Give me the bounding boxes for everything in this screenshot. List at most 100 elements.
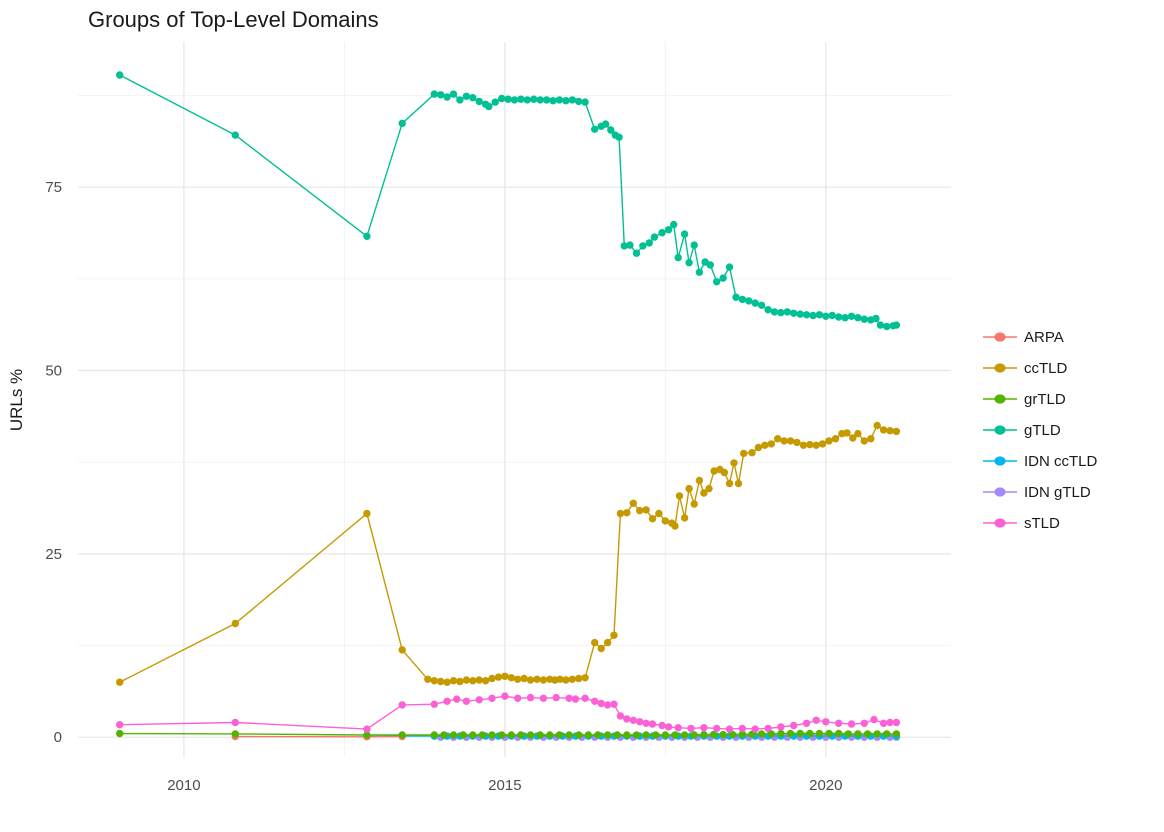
x-tick-label: 2020 xyxy=(809,777,842,794)
data-point-grTLD xyxy=(459,731,466,738)
data-point-gTLD xyxy=(476,98,483,105)
data-point-ccTLD xyxy=(726,480,733,487)
legend-key-point-ARPA xyxy=(994,332,1005,341)
data-point-grTLD xyxy=(835,730,842,737)
data-point-ccTLD xyxy=(761,442,768,449)
data-point-ccTLD xyxy=(774,435,781,442)
data-point-gTLD xyxy=(861,316,868,323)
data-point-gTLD xyxy=(777,309,784,316)
data-point-sTLD xyxy=(116,721,123,728)
data-point-sTLD xyxy=(822,718,829,725)
data-point-grTLD xyxy=(469,731,476,738)
data-point-ccTLD xyxy=(476,676,483,683)
data-point-grTLD xyxy=(537,731,544,738)
data-point-grTLD xyxy=(874,730,881,737)
data-point-gTLD xyxy=(872,315,879,322)
data-point-grTLD xyxy=(797,730,804,737)
data-point-gTLD xyxy=(745,297,752,304)
data-point-gTLD xyxy=(469,94,476,101)
data-point-ccTLD xyxy=(649,515,656,522)
data-point-gTLD xyxy=(829,312,836,319)
data-point-grTLD xyxy=(845,730,852,737)
data-point-gTLD xyxy=(651,233,658,240)
data-point-gTLD xyxy=(854,314,861,321)
data-point-sTLD xyxy=(675,724,682,731)
legend-item-grTLD: grTLD xyxy=(983,391,1066,408)
data-point-sTLD xyxy=(870,716,877,723)
data-point-gTLD xyxy=(848,313,855,320)
data-point-gTLD xyxy=(822,313,829,320)
data-point-ccTLD xyxy=(676,492,683,499)
legend-label-ccTLD: ccTLD xyxy=(1024,360,1068,377)
data-point-sTLD xyxy=(540,695,547,702)
data-point-gTLD xyxy=(575,98,582,105)
data-point-gTLD xyxy=(739,296,746,303)
data-point-ccTLD xyxy=(793,439,800,446)
data-point-ccTLD xyxy=(363,510,370,517)
data-point-gTLD xyxy=(803,311,810,318)
data-point-gTLD xyxy=(569,96,576,103)
data-point-grTLD xyxy=(517,731,524,738)
data-point-ccTLD xyxy=(617,510,624,517)
data-point-ccTLD xyxy=(636,507,643,514)
data-point-grTLD xyxy=(816,730,823,737)
legend-item-ccTLD: ccTLD xyxy=(983,360,1068,377)
data-point-grTLD xyxy=(604,731,611,738)
data-point-gTLD xyxy=(504,96,511,103)
data-point-gTLD xyxy=(732,294,739,301)
data-point-sTLD xyxy=(687,725,694,732)
x-tick-label: 2010 xyxy=(167,777,200,794)
data-point-gTLD xyxy=(790,310,797,317)
data-point-gTLD xyxy=(713,278,720,285)
y-tick-label: 0 xyxy=(54,729,62,746)
data-point-ccTLD xyxy=(642,506,649,513)
data-point-ccTLD xyxy=(598,645,605,652)
data-point-grTLD xyxy=(450,731,457,738)
data-point-gTLD xyxy=(581,98,588,105)
legend-label-IDN-ccTLD: IDN ccTLD xyxy=(1024,453,1098,470)
data-point-grTLD xyxy=(671,731,678,738)
data-point-grTLD xyxy=(440,731,447,738)
data-point-ccTLD xyxy=(501,673,508,680)
data-point-gTLD xyxy=(883,323,890,330)
data-point-sTLD xyxy=(861,720,868,727)
data-point-grTLD xyxy=(508,731,515,738)
data-point-gTLD xyxy=(562,97,569,104)
data-point-grTLD xyxy=(594,731,601,738)
data-point-gTLD xyxy=(498,95,505,102)
data-point-sTLD xyxy=(835,720,842,727)
series-layer xyxy=(116,71,900,741)
data-point-sTLD xyxy=(813,717,820,724)
data-point-sTLD xyxy=(739,725,746,732)
data-point-ccTLD xyxy=(443,679,450,686)
data-point-ccTLD xyxy=(735,480,742,487)
series-sTLD xyxy=(116,692,900,732)
data-point-ccTLD xyxy=(705,485,712,492)
legend-label-ARPA: ARPA xyxy=(1024,329,1064,346)
data-point-sTLD xyxy=(713,725,720,732)
data-point-ccTLD xyxy=(843,429,850,436)
data-point-ccTLD xyxy=(520,675,527,682)
data-point-gTLD xyxy=(463,93,470,100)
data-point-sTLD xyxy=(623,715,630,722)
data-point-sTLD xyxy=(476,696,483,703)
data-point-gTLD xyxy=(784,308,791,315)
data-point-ccTLD xyxy=(495,673,502,680)
data-point-ccTLD xyxy=(610,632,617,639)
data-point-ccTLD xyxy=(800,442,807,449)
data-point-grTLD xyxy=(232,730,239,737)
data-point-ccTLD xyxy=(450,677,457,684)
data-point-grTLD xyxy=(681,731,688,738)
data-point-sTLD xyxy=(443,698,450,705)
data-point-gTLD xyxy=(549,97,556,104)
legend-label-gTLD: gTLD xyxy=(1024,422,1061,439)
data-point-gTLD xyxy=(530,96,537,103)
data-point-ccTLD xyxy=(730,459,737,466)
data-point-sTLD xyxy=(610,701,617,708)
data-point-ccTLD xyxy=(604,639,611,646)
gridlines xyxy=(78,42,951,757)
data-point-grTLD xyxy=(585,731,592,738)
